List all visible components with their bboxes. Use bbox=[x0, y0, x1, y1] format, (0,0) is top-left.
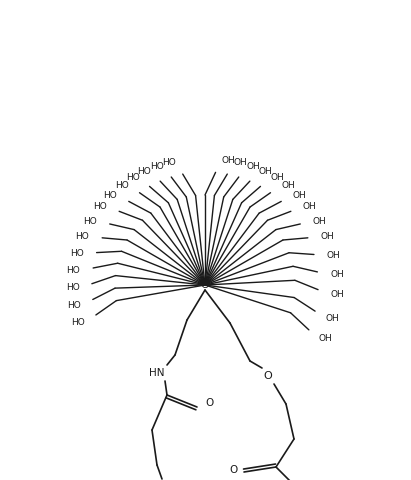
Text: OH: OH bbox=[221, 156, 235, 165]
Text: HO: HO bbox=[66, 284, 80, 292]
Text: HO: HO bbox=[126, 173, 140, 182]
Text: HO: HO bbox=[93, 202, 107, 211]
Text: OH: OH bbox=[319, 334, 332, 343]
Text: O: O bbox=[205, 398, 213, 408]
Text: HO: HO bbox=[67, 266, 81, 275]
Text: OH: OH bbox=[330, 270, 344, 279]
Text: OH: OH bbox=[293, 191, 307, 200]
Text: O: O bbox=[263, 371, 272, 381]
Text: OH: OH bbox=[330, 290, 344, 299]
Text: HO: HO bbox=[162, 158, 176, 168]
Text: OH: OH bbox=[259, 167, 272, 176]
Text: HN: HN bbox=[149, 368, 165, 378]
Text: HO: HO bbox=[138, 167, 151, 176]
Text: O: O bbox=[201, 280, 209, 290]
Text: HO: HO bbox=[83, 216, 97, 226]
Text: OH: OH bbox=[326, 314, 340, 323]
Text: HO: HO bbox=[72, 318, 85, 327]
Text: HO: HO bbox=[104, 191, 117, 200]
Text: HO: HO bbox=[115, 181, 129, 190]
Text: HO: HO bbox=[76, 232, 89, 241]
Text: O: O bbox=[230, 465, 238, 475]
Text: OH: OH bbox=[234, 158, 248, 168]
Text: HO: HO bbox=[70, 249, 83, 258]
Text: OH: OH bbox=[327, 251, 341, 260]
Text: OH: OH bbox=[303, 202, 317, 211]
Text: OH: OH bbox=[270, 173, 284, 182]
Text: HO: HO bbox=[150, 162, 164, 171]
Text: HO: HO bbox=[67, 301, 81, 310]
Text: OH: OH bbox=[313, 216, 327, 226]
Text: OH: OH bbox=[321, 232, 335, 241]
Text: OH: OH bbox=[247, 162, 260, 171]
Text: OH: OH bbox=[281, 181, 295, 190]
